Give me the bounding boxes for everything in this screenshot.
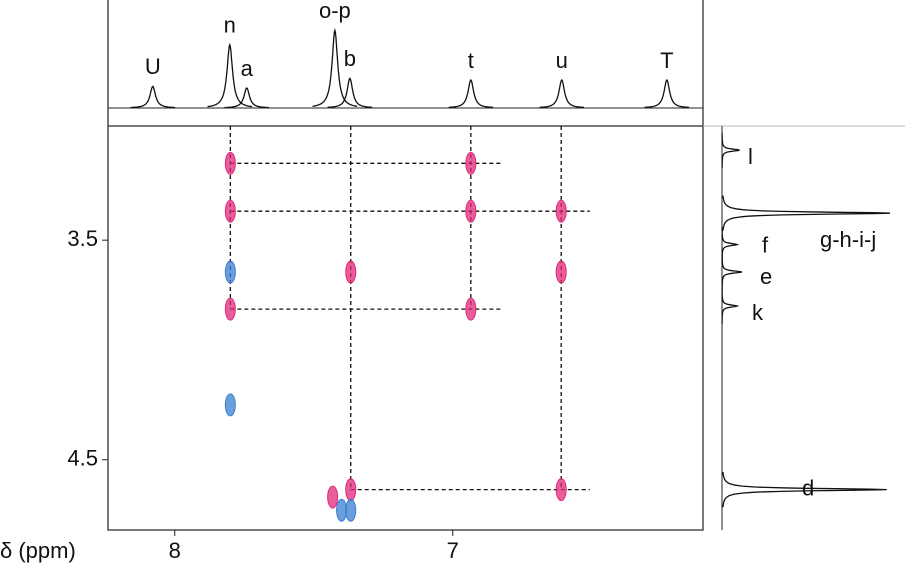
side-peak	[722, 471, 887, 508]
cross-peak	[465, 297, 477, 321]
side-peak	[721, 227, 740, 263]
cross-peak	[224, 297, 236, 321]
cross-peak	[336, 498, 348, 522]
cross-peak	[345, 478, 357, 502]
side-peak-label: f	[762, 232, 769, 257]
top-peak	[644, 78, 690, 109]
y-tick-label: 4.5	[67, 446, 98, 471]
cross-peak	[224, 199, 236, 223]
top-peak	[224, 87, 270, 109]
top-peak	[448, 78, 494, 109]
top-peak-label: n	[224, 13, 236, 38]
side-peak-label: l	[748, 144, 753, 169]
cross-peak	[224, 260, 236, 284]
cross-peak	[465, 151, 477, 175]
side-peak-label: g-h-i-j	[820, 227, 876, 252]
top-peak	[312, 27, 358, 107]
cross-peak	[555, 199, 567, 223]
x-tick-label: 8	[169, 538, 181, 563]
top-peak-label: u	[556, 48, 568, 73]
cross-peak	[327, 485, 339, 509]
top-peak-label: t	[468, 48, 474, 73]
top-peak	[130, 85, 175, 109]
side-peak	[721, 288, 740, 324]
side-peak	[721, 132, 740, 168]
x-axis-label: δ (ppm)	[0, 538, 76, 563]
side-peak-label: d	[802, 475, 814, 500]
top-peak	[539, 78, 584, 109]
top-peak-label: a	[241, 56, 254, 81]
x-tick-label: 7	[447, 538, 459, 563]
side-peak-label: e	[760, 264, 772, 289]
top-peak	[207, 42, 253, 108]
cross-peak	[224, 393, 236, 417]
cross-peak	[465, 199, 477, 223]
y-tick-label: 3.5	[67, 226, 98, 251]
side-peak	[722, 195, 891, 231]
top-peak-label: U	[145, 54, 161, 79]
plot-frame	[107, 125, 704, 531]
cross-peak	[345, 260, 357, 284]
top-peak-label: o-p	[319, 0, 351, 23]
top-peak	[327, 77, 373, 108]
cross-peak	[224, 151, 236, 175]
cross-peak	[345, 498, 357, 522]
top-peak-label: b	[344, 46, 356, 71]
side-peak	[721, 254, 743, 290]
cross-peak	[555, 260, 567, 284]
top-peak-label: T	[660, 48, 673, 73]
side-peak-label: k	[752, 300, 764, 325]
cross-peak	[555, 478, 567, 502]
